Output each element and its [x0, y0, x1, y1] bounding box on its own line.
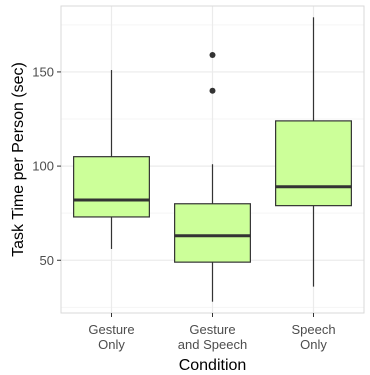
x-tick-label-line: Only: [300, 337, 327, 352]
outlier-point: [209, 51, 216, 58]
y-tick-label: 100: [32, 159, 54, 174]
x-tick-label-line: Gesture: [88, 322, 134, 337]
box-group: [275, 17, 352, 287]
box-series: [73, 17, 352, 302]
box-group: [174, 51, 251, 302]
x-tick-label-line: Gesture: [189, 322, 235, 337]
y-tick-label: 50: [40, 253, 54, 268]
box-group: [73, 70, 150, 249]
x-axis-title: Condition: [179, 357, 247, 374]
box: [174, 203, 251, 263]
x-tick-label: Gesture and Speech: [178, 322, 247, 352]
x-tick-label-line: and Speech: [178, 337, 247, 352]
box: [275, 120, 352, 207]
x-tick-label-line: Only: [98, 337, 125, 352]
y-axis: 50 100 150: [32, 64, 61, 268]
y-tick-label: 150: [32, 64, 54, 79]
y-axis-title: Task Time per Person (sec): [10, 62, 27, 257]
x-tick-label: Gesture Only: [88, 322, 134, 352]
x-tick-label-line: Speech: [291, 322, 335, 337]
box: [73, 156, 150, 218]
outlier-point: [209, 87, 216, 94]
x-tick-label: Speech Only: [291, 322, 335, 352]
